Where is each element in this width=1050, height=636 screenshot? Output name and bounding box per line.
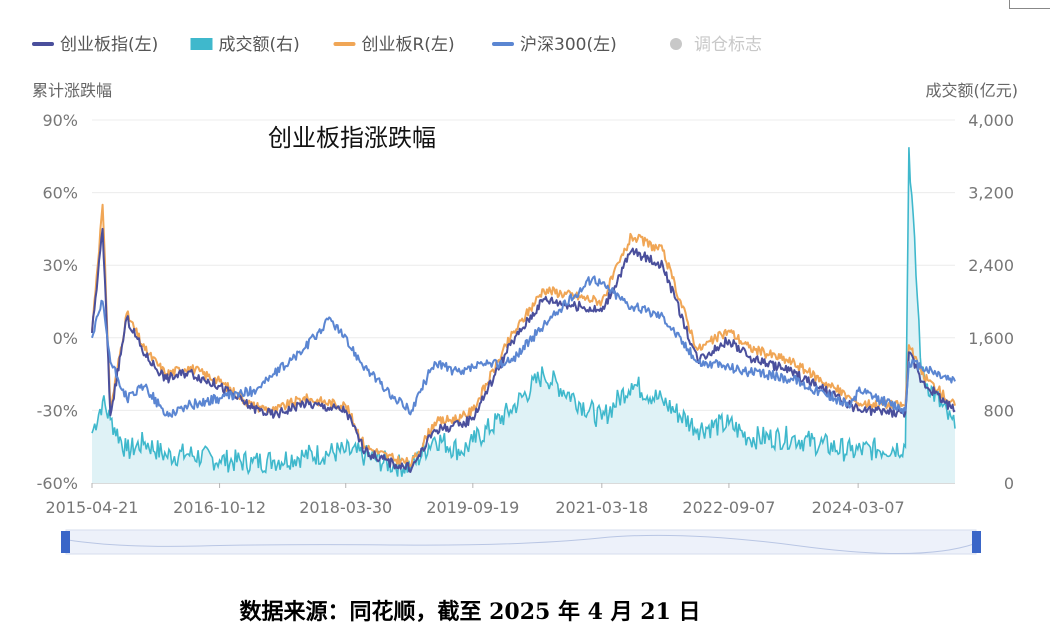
x-tick-label: 2016-10-12 (173, 498, 266, 517)
zoom-slider-preview (67, 534, 975, 554)
corner-frame (1009, 0, 1050, 9)
x-tick-label: 2018-03-30 (299, 498, 392, 517)
legend-swatch (32, 42, 54, 46)
legend-label: 沪深300(左) (520, 35, 617, 55)
series-area-volume (92, 147, 955, 483)
series-line-volume (91, 147, 956, 477)
y-left-tick-label: 90% (42, 111, 78, 130)
x-tick-label: 2019-09-19 (426, 498, 519, 517)
y-left-tick-label: -30% (37, 401, 78, 420)
y-right-ticks: 4,000 3,200 2,400 1,600 800 0 (968, 111, 1014, 493)
legend-swatch (670, 38, 682, 50)
x-tick-label: 2024-03-07 (812, 498, 905, 517)
y-left-ticks: 90% 60% 30% 0% -30% -60% (37, 111, 78, 493)
chart-legend[interactable]: 创业板指(左) 成交额(右) 创业板R(左) 沪深300(左) 调仓标志 (32, 35, 762, 55)
legend-swatch (492, 42, 514, 46)
legend-label: 创业板指(左) (60, 35, 158, 55)
zoom-slider-right-handle[interactable] (972, 531, 981, 553)
y-right-tick-label: 0 (1004, 474, 1014, 493)
legend-item[interactable]: 调仓标志 (670, 35, 762, 55)
y-right-tick-label: 3,200 (968, 184, 1014, 203)
series-line-csi300 (91, 275, 956, 418)
y-left-axis-label: 累计涨跌幅 (32, 81, 112, 100)
x-tick-label: 2015-04-21 (46, 498, 139, 517)
y-right-tick-label: 2,400 (968, 256, 1014, 275)
legend-item[interactable]: 创业板指(左) (32, 35, 158, 55)
y-right-tick-label: 4,000 (968, 111, 1014, 130)
legend-label: 成交额(右) (219, 35, 300, 55)
legend-item[interactable]: 成交额(右) (190, 35, 300, 55)
legend-swatch (333, 42, 356, 46)
series-layer (91, 147, 956, 483)
y-right-axis-label: 成交额(亿元) (926, 81, 1019, 100)
y-left-tick-label: 30% (42, 256, 78, 275)
zoom-slider-left-handle[interactable] (61, 531, 70, 553)
x-tick-label: 2021-03-18 (555, 498, 648, 517)
y-left-tick-label: 0% (53, 329, 78, 348)
zoom-slider[interactable] (61, 529, 981, 555)
legend-swatch (190, 38, 213, 50)
source-note: 数据来源：同花顺，截至 2025 年 4 月 21 日 (239, 599, 701, 625)
legend-label: 创业板R(左) (362, 35, 455, 55)
x-tick-label: 2022-09-07 (682, 498, 775, 517)
legend-label: 调仓标志 (694, 35, 762, 55)
legend-item[interactable]: 沪深300(左) (492, 35, 617, 55)
y-right-tick-label: 1,600 (968, 329, 1014, 348)
y-right-tick-label: 800 (983, 401, 1014, 420)
chart-title: 创业板指涨跌幅 (268, 124, 436, 152)
legend-item[interactable]: 创业板R(左) (333, 35, 455, 55)
y-left-tick-label: -60% (37, 474, 78, 493)
x-ticks: 2015-04-21 2016-10-12 2018-03-30 2019-09-19… (46, 483, 905, 517)
y-left-tick-label: 60% (42, 184, 78, 203)
